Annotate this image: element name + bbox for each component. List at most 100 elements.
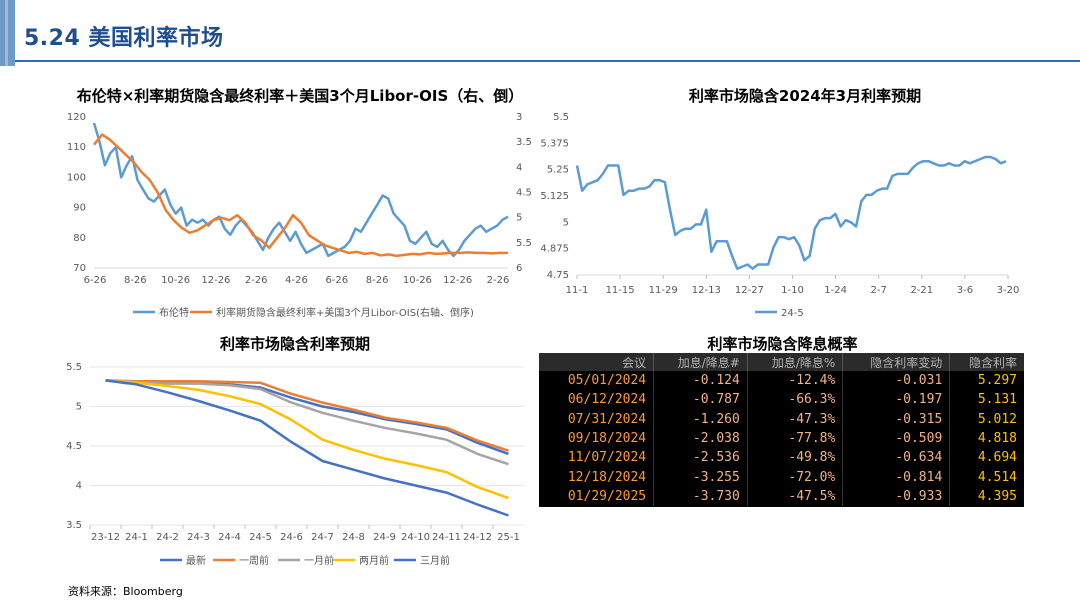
chart1-legend-rate-label: 利率期货隐含最终利率+美国3个月Libor-OIS(右轴、倒序): [216, 306, 474, 319]
chart1-x-tick: 10-26: [161, 275, 190, 286]
chart1-left-tick: 110: [67, 142, 86, 153]
chart2-x-tick: 11-1: [566, 285, 589, 296]
chart3-x-tick: 24-4: [218, 532, 241, 543]
chart2-x-tick: 11-15: [606, 285, 635, 296]
chart2-y-tick: 5.125: [540, 191, 569, 202]
table-cell: 4.395: [949, 486, 1024, 507]
march-2024-rate-chart: 4.75 4.875 5 5.125 5.25 5.375 5.5 11-1 11-15 11-2…: [540, 112, 1020, 319]
chart1-series-rate: [93, 133, 508, 258]
chart1-left-tick: 90: [73, 203, 86, 214]
chart3-legend-4-label: 三月前: [420, 554, 450, 567]
chart1-x-tick: 12-26: [201, 275, 230, 286]
chart2-y-tick: 5.5: [553, 112, 569, 123]
chart1-x-tick: 2-26: [487, 275, 510, 286]
table-cell: -0.933: [842, 486, 950, 507]
chart2-y-tick: 4.75: [547, 270, 569, 281]
table-cell: -3.730: [653, 486, 748, 507]
table-cell: -66.3%: [746, 390, 843, 410]
chart1-x-tick: 6-26: [84, 275, 107, 286]
table-cell: 4.818: [949, 428, 1024, 449]
chart1-x-tick: 2-26: [245, 275, 268, 286]
chart3-x-tick: 24-3: [187, 532, 210, 543]
chart3-y-tick: 3.5: [66, 520, 82, 531]
chart2-x-tick: 12-13: [692, 285, 721, 296]
table-title: 利率市场隐含降息概率: [707, 335, 858, 353]
header-divider: [15, 60, 1080, 62]
chart3-x-tick: 24-6: [280, 532, 303, 543]
meeting-date-cell: 05/01/2024: [567, 373, 647, 389]
chart3-series-4: [105, 379, 509, 517]
chart3-legend-0-label: 最新: [186, 554, 206, 567]
table-cell: -12.4%: [746, 371, 843, 391]
table-cell: -47.3%: [746, 409, 843, 429]
chart3-x-tick: 24-9: [373, 532, 396, 543]
chart2-x-tick: 1-24: [824, 285, 847, 296]
chart1-right-tick: 5.5: [516, 238, 532, 249]
chart3-y-tick: 5: [76, 402, 82, 413]
chart2-x-tick: 1-10: [781, 285, 804, 296]
chart1-x-tick: 8-26: [124, 275, 147, 286]
chart1-x-tick: 8-26: [366, 275, 389, 286]
table-cell: -0.634: [842, 448, 950, 468]
chart3-y-tick: 4: [76, 481, 82, 492]
chart2-legend-label: 24-5: [781, 308, 804, 319]
table-header-cell: 加息/降息#: [653, 353, 748, 371]
chart3-x-tick: 24-1: [125, 532, 148, 543]
table-header-cell: 会议: [539, 353, 654, 371]
chart2-x-tick: 11-29: [649, 285, 678, 296]
table-header-cell: 加息/降息%: [746, 353, 843, 371]
chart2-y-tick: 5: [563, 217, 569, 228]
chart3-x-tick: 24-8: [342, 532, 365, 543]
chart1-x-tick: 10-26: [403, 275, 432, 286]
chart1-legend-brent-label: 布伦特: [159, 306, 189, 319]
chart1-left-tick: 70: [73, 263, 86, 274]
table-cell: -0.315: [842, 409, 950, 429]
chart1-x-tick: 4-26: [285, 275, 308, 286]
table-cell: -2.038: [653, 428, 748, 449]
slide-title: 5.24 美国利率市场: [24, 26, 224, 51]
source-footnote: 资料来源：Bloomberg: [68, 585, 183, 598]
table-cell: -47.5%: [746, 486, 843, 507]
chart3-x-tick: 24-7: [311, 532, 334, 543]
chart3-series-3: [105, 379, 509, 500]
table-cell: 4.514: [949, 467, 1024, 487]
chart3-x-tick: 24-11: [432, 532, 461, 543]
table-row: 01/29/2025 -3.730 -47.5% -0.933 4.395: [539, 486, 1024, 507]
table-header-cell: 隐含利率: [949, 353, 1024, 371]
table-cell: 4.694: [949, 448, 1024, 468]
table-cell: 5.297: [949, 371, 1024, 391]
chart2-y-tick: 5.375: [540, 138, 569, 149]
table-header-cell: 隐含利率变动: [842, 353, 950, 371]
chart3-legend-1-label: 一周前: [239, 554, 269, 567]
slide-header: 5.24 美国利率市场: [0, 0, 1080, 66]
chart2-x-tick: 3-20: [997, 285, 1020, 296]
table-row: 09/18/2024 -2.038 -77.8% -0.509 4.818: [539, 428, 1024, 449]
table-cell: -0.124: [653, 371, 748, 391]
table-cell: -72.0%: [746, 467, 843, 487]
table-row: 12/18/2024 -3.255 -72.0% -0.814 4.514: [539, 467, 1024, 487]
table-row: 05/01/2024 -0.124 -12.4% -0.031 5.297: [539, 371, 1024, 391]
chart1-left-tick: 100: [67, 172, 86, 183]
chart3-x-tick: 23-12: [91, 532, 120, 543]
chart2-title: 利率市场隐含2024年3月利率预期: [688, 87, 922, 105]
table-cell: -2.536: [653, 448, 748, 468]
table-row: 07/31/2024 -1.260 -47.3% -0.315 5.012: [539, 409, 1024, 429]
chart3-legend-2-label: 一月前: [304, 554, 334, 567]
chart2-series-line: [575, 155, 1007, 270]
table-cell: -0.814: [842, 467, 950, 487]
rate-expectation-chart: 3.5 4 4.5 5 5.5 23-12 24-1 24-2 24-3 24-4 24-5 24-6…: [66, 362, 524, 567]
table-row: 11/07/2024 -2.536 -49.8% -0.634 4.694: [539, 448, 1024, 468]
chart3-title: 利率市场隐含利率预期: [219, 335, 370, 353]
chart3-legend-3-label: 两月前: [359, 554, 389, 567]
meeting-date-cell: 11/07/2024: [567, 450, 647, 466]
table-cell: -77.8%: [746, 428, 843, 449]
chart2-y-tick: 4.875: [540, 244, 569, 255]
chart2-x-tick: 12-27: [735, 285, 764, 296]
chart1-x-tick: 12-26: [443, 275, 472, 286]
table-cell: -49.8%: [746, 448, 843, 468]
chart2-x-tick: 2-7: [871, 285, 887, 296]
chart1-title: 布伦特×利率期货隐含最终利率＋美国3个月Libor-OIS（右、倒）: [76, 87, 524, 105]
chart3-x-tick: 24-12: [463, 532, 492, 543]
brent-rate-chart: 70 80 90 100 110 120 3 3.5 4 4.5 5 5.5 6 6-26 8-26 10-2…: [67, 112, 532, 319]
meeting-date-cell: 09/18/2024: [567, 431, 647, 447]
